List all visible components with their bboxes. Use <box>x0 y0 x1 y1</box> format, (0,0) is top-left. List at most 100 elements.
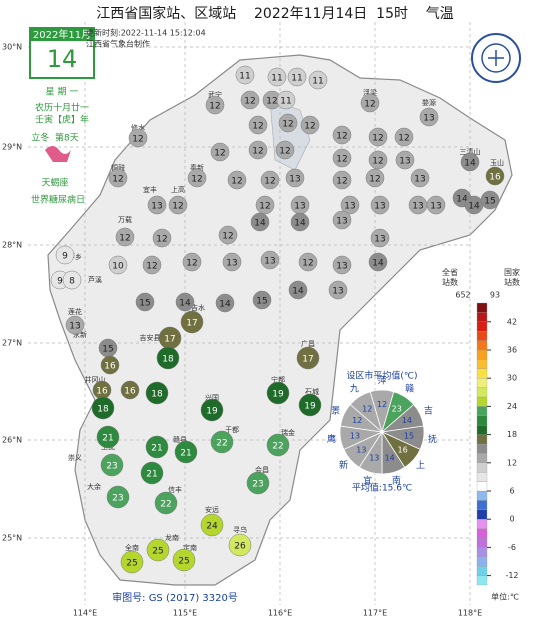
colorbar-segment <box>476 321 488 332</box>
station-value: 12 <box>112 175 123 185</box>
pie-city: 宜 <box>363 474 372 486</box>
station-marker <box>140 461 164 485</box>
place-name: 吉水 <box>191 303 205 312</box>
station-value: 26 <box>234 542 246 552</box>
station-value: 21 <box>151 444 162 454</box>
station-value: 12 <box>336 132 347 142</box>
place-name: 上高 <box>171 185 185 194</box>
station-marker <box>172 548 196 572</box>
station-marker <box>146 538 170 562</box>
event-day: 世界糖尿病日 <box>31 194 85 206</box>
colorbar-label: 0 <box>509 515 514 524</box>
legend-header: 全省站数 <box>442 267 458 287</box>
station-marker <box>200 513 224 537</box>
station-marker <box>135 292 155 312</box>
pie-city: 萍 <box>377 376 386 387</box>
station-marker <box>218 225 238 245</box>
pie-value: 14 <box>402 416 412 425</box>
solar-term: 立冬 第8天 <box>31 132 78 144</box>
station-marker <box>91 396 115 420</box>
station-marker <box>298 252 318 272</box>
station-value: 12 <box>132 135 143 145</box>
pie-slice <box>349 391 383 434</box>
colorbar-segment <box>476 331 488 341</box>
station-marker <box>210 430 234 454</box>
station-marker <box>340 195 360 215</box>
station-marker <box>62 270 82 290</box>
pie-city: 抚 <box>428 433 437 445</box>
station-value: 12 <box>252 122 263 132</box>
station-marker <box>222 252 242 272</box>
place-name: 崇义 <box>68 454 82 462</box>
station-value: 11 <box>312 77 323 87</box>
station-value: 14 <box>254 219 266 229</box>
colorbar-segment <box>476 302 488 313</box>
station-value: 14 <box>464 159 476 169</box>
pie-city: 九 <box>350 384 359 395</box>
station-marker <box>120 380 140 400</box>
station-value: 11 <box>271 74 282 84</box>
latitude-label: 30°N <box>2 43 22 52</box>
calendar-day: 14 <box>47 45 78 73</box>
producer: 江西省气象台制作 <box>86 39 150 49</box>
station-value: 8 <box>69 277 75 287</box>
lunar-year: 壬寅【虎】年 <box>35 114 89 126</box>
station-value: 12 <box>214 149 225 159</box>
station-value: 12 <box>244 97 255 107</box>
total-count: 652 <box>455 291 470 300</box>
station-value: 19 <box>206 407 218 417</box>
station-value: 13 <box>430 202 441 212</box>
station-value: 13 <box>344 202 355 212</box>
station-marker <box>266 433 290 457</box>
station-marker <box>142 255 162 275</box>
station-marker <box>145 381 169 405</box>
weekday: 星 期 一 <box>46 87 79 98</box>
station-value: 19 <box>272 390 284 400</box>
station-marker <box>156 346 180 370</box>
colorbar-segment <box>476 481 488 492</box>
station-marker <box>395 150 415 170</box>
station-value: 17 <box>302 355 313 365</box>
pie-city: 吉 <box>424 405 433 416</box>
place-name: 赣县 <box>173 435 187 444</box>
station-marker <box>128 128 148 148</box>
station-value: 24 <box>206 522 218 532</box>
station-marker <box>187 168 207 188</box>
unit-label: 单位:℃ <box>491 592 519 602</box>
station-marker <box>154 491 178 515</box>
place-name: 大余 <box>87 482 101 491</box>
station-marker <box>485 166 505 186</box>
station-value: 12 <box>336 155 347 165</box>
station-value: 18 <box>162 355 174 365</box>
colorbar-label: 12 <box>507 458 517 467</box>
colorbar-segment <box>476 453 488 463</box>
station-value: 14 <box>372 259 384 269</box>
station-value: 16 <box>489 173 501 183</box>
colorbar-segment <box>476 519 488 529</box>
station-value: 23 <box>252 480 263 490</box>
scorpio-icon <box>45 146 71 162</box>
station-value: 9 <box>62 252 68 262</box>
station-marker <box>240 90 260 110</box>
station-value: 14 <box>294 219 306 229</box>
colorbar-segment <box>476 462 488 473</box>
station-marker <box>168 195 188 215</box>
colorbar-segment <box>476 490 488 501</box>
latitude-label: 25°N <box>2 534 22 543</box>
place-name: 婺源 <box>422 98 436 107</box>
station-value: 18 <box>151 390 163 400</box>
colorbar-label: 6 <box>509 487 514 496</box>
station-marker <box>227 170 247 190</box>
station-value: 17 <box>164 335 175 345</box>
station-marker <box>332 125 352 145</box>
colorbar-label: -12 <box>505 571 518 580</box>
latitude-label: 29°N <box>2 143 22 152</box>
station-marker <box>394 127 414 147</box>
station-marker <box>460 152 480 172</box>
pie-city: 新 <box>339 459 348 471</box>
station-value: 16 <box>104 362 116 372</box>
colorbar-segment <box>476 509 488 520</box>
station-value: 13 <box>399 157 410 167</box>
station-marker <box>266 381 290 405</box>
